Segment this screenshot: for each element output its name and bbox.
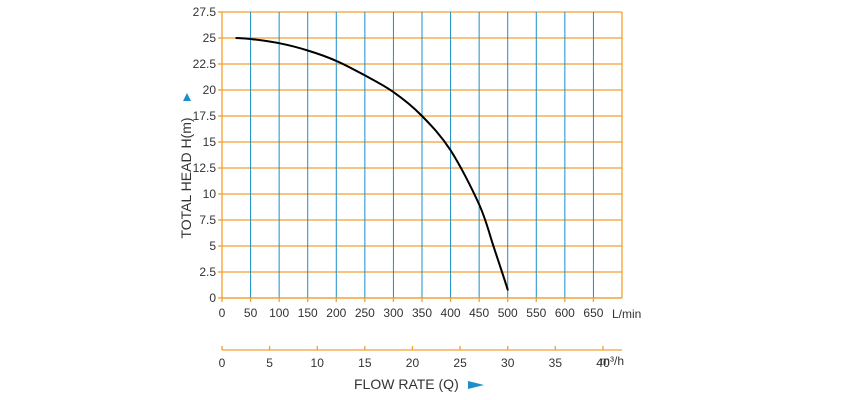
x2-axis-unit: m³/h bbox=[600, 354, 624, 368]
x2-tick-label: 5 bbox=[266, 356, 273, 370]
x-axis-unit: L/min bbox=[612, 307, 641, 321]
x-tick-label: 0 bbox=[219, 306, 226, 320]
x-tick-label: 100 bbox=[269, 306, 289, 320]
x-tick-label: 400 bbox=[441, 306, 461, 320]
x-tick-label: 50 bbox=[244, 306, 258, 320]
x-axis-title: FLOW RATE (Q) bbox=[354, 376, 459, 392]
x-tick-label: 350 bbox=[412, 306, 432, 320]
y-tick-label: 0 bbox=[209, 291, 216, 305]
x-tick-label: 550 bbox=[526, 306, 546, 320]
y-tick-label: 22.5 bbox=[193, 57, 217, 71]
x-tick-label: 650 bbox=[583, 306, 603, 320]
x-tick-label: 500 bbox=[498, 306, 518, 320]
x2-tick-label: 35 bbox=[549, 356, 563, 370]
x2-tick-label: 10 bbox=[311, 356, 325, 370]
secondary-x-axis: 0 5 10 15 20 25 30 35 40 bbox=[219, 346, 622, 370]
x-tick-label: 200 bbox=[326, 306, 346, 320]
x2-tick-label: 30 bbox=[501, 356, 515, 370]
x-axis-ticks: 0 50 100 150 200 250 300 350 400 450 500 550 600 650 bbox=[219, 298, 604, 320]
y-tick-label: 5 bbox=[209, 239, 216, 253]
x-tick-label: 150 bbox=[298, 306, 318, 320]
x2-tick-label: 0 bbox=[219, 356, 226, 370]
chart-grid bbox=[222, 11, 622, 299]
y-tick-label: 25 bbox=[203, 31, 217, 45]
y-tick-label: 12.5 bbox=[193, 161, 217, 175]
x2-tick-label: 20 bbox=[406, 356, 420, 370]
x-tick-label: 300 bbox=[383, 306, 403, 320]
head-flow-curve bbox=[235, 37, 509, 291]
x2-tick-label: 15 bbox=[358, 356, 372, 370]
y-tick-label: 10 bbox=[203, 187, 217, 201]
y-tick-label: 17.5 bbox=[193, 109, 217, 123]
x-axis-arrow-icon bbox=[468, 381, 484, 389]
x-tick-label: 250 bbox=[355, 306, 375, 320]
y-tick-label: 20 bbox=[203, 83, 217, 97]
y-tick-label: 27.5 bbox=[193, 5, 217, 19]
x2-tick-label: 40 bbox=[596, 356, 610, 370]
x-tick-label: 450 bbox=[469, 306, 489, 320]
y-tick-label: 7.5 bbox=[199, 213, 216, 227]
curve-layer bbox=[235, 37, 509, 291]
y-tick-label: 2.5 bbox=[199, 265, 216, 279]
y-axis-arrow-icon bbox=[183, 93, 191, 101]
x2-tick-label: 25 bbox=[453, 356, 467, 370]
y-axis-ticks: 0 2.5 5 7.5 10 12.5 15 17.5 20 22.5 25 27.5 bbox=[193, 5, 222, 305]
y-tick-label: 15 bbox=[203, 135, 217, 149]
y-axis-title: TOTAL HEAD H(m) bbox=[178, 117, 194, 238]
x-tick-label: 600 bbox=[555, 306, 575, 320]
